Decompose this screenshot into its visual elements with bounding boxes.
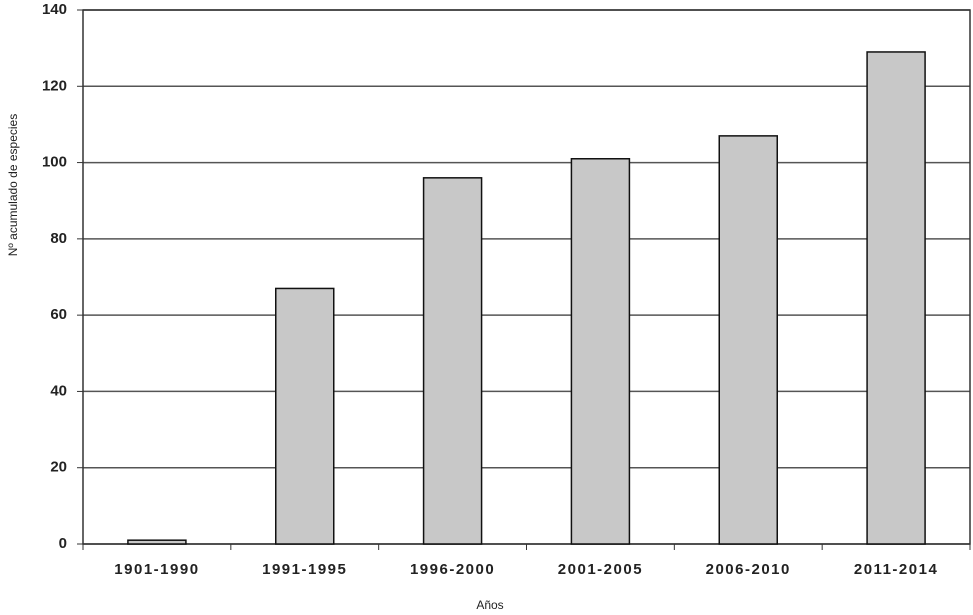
bar	[422, 177, 483, 545]
plot-frame	[82, 9, 971, 545]
bar	[127, 539, 187, 545]
y-tick-label: 120	[42, 77, 67, 94]
y-axis-label: Nº acumulado de especies	[6, 114, 20, 256]
x-axis-label: Años	[476, 598, 503, 612]
x-tick-label: 2001-2005	[558, 561, 643, 578]
bar	[275, 287, 335, 545]
bar	[570, 158, 631, 545]
y-tick-label: 80	[50, 230, 67, 247]
y-tick-label: 0	[59, 535, 67, 552]
y-tick-label: 100	[42, 154, 67, 171]
bar	[866, 51, 926, 545]
x-tick-label: 2011-2014	[854, 561, 938, 578]
y-tick-label: 20	[50, 459, 67, 476]
y-tick-label: 40	[50, 382, 67, 399]
y-tick-label: 140	[42, 1, 67, 18]
x-tick-label: 1996-2000	[410, 561, 495, 578]
bar	[718, 135, 778, 545]
y-tick-label: 60	[50, 306, 67, 323]
x-tick-label: 1991-1995	[262, 561, 347, 578]
x-tick-label: 2006-2010	[706, 561, 791, 578]
x-tick-label: 1901-1990	[114, 561, 199, 578]
